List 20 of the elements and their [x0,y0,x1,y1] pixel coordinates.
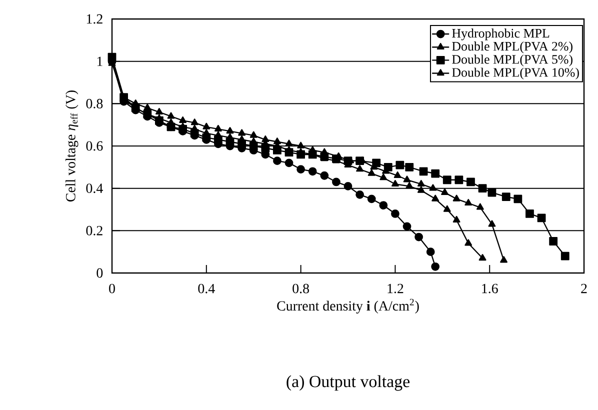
legend-label: Double MPL(PVA 2%) [452,42,572,54]
x-tick-label: 1.2 [388,284,404,294]
x-tick-label: 0 [109,284,115,294]
y-tick-label: 0.4 [86,184,103,194]
text: (a) Output voltage [286,375,410,391]
y-tick-label: 1 [97,56,102,66]
y-tick-label: 0.8 [86,98,103,108]
y-tick-label: 1.2 [86,14,102,24]
legend-label: Hydrophobic MPL [452,28,550,40]
x-tick-label: 1.6 [482,284,498,294]
y-tick-label: 0.2 [86,226,102,236]
x-tick-label: 2 [581,284,587,294]
y-tick-label: 0 [96,268,103,278]
x-tick-label: 0.4 [198,284,215,294]
x-tick-label: 0.8 [292,284,309,294]
legend-label: Double MPL(PVA 5%) [452,54,572,66]
legend-label: Double MPL(PVA 10%) [452,68,579,80]
x-axis-title: Current density i (A/cm$^{2}$) [277,298,419,314]
y-tick-label: 0.6 [86,141,103,151]
y-axis-title: Cell voltage η$_{eff}$ (V) [66,90,78,202]
